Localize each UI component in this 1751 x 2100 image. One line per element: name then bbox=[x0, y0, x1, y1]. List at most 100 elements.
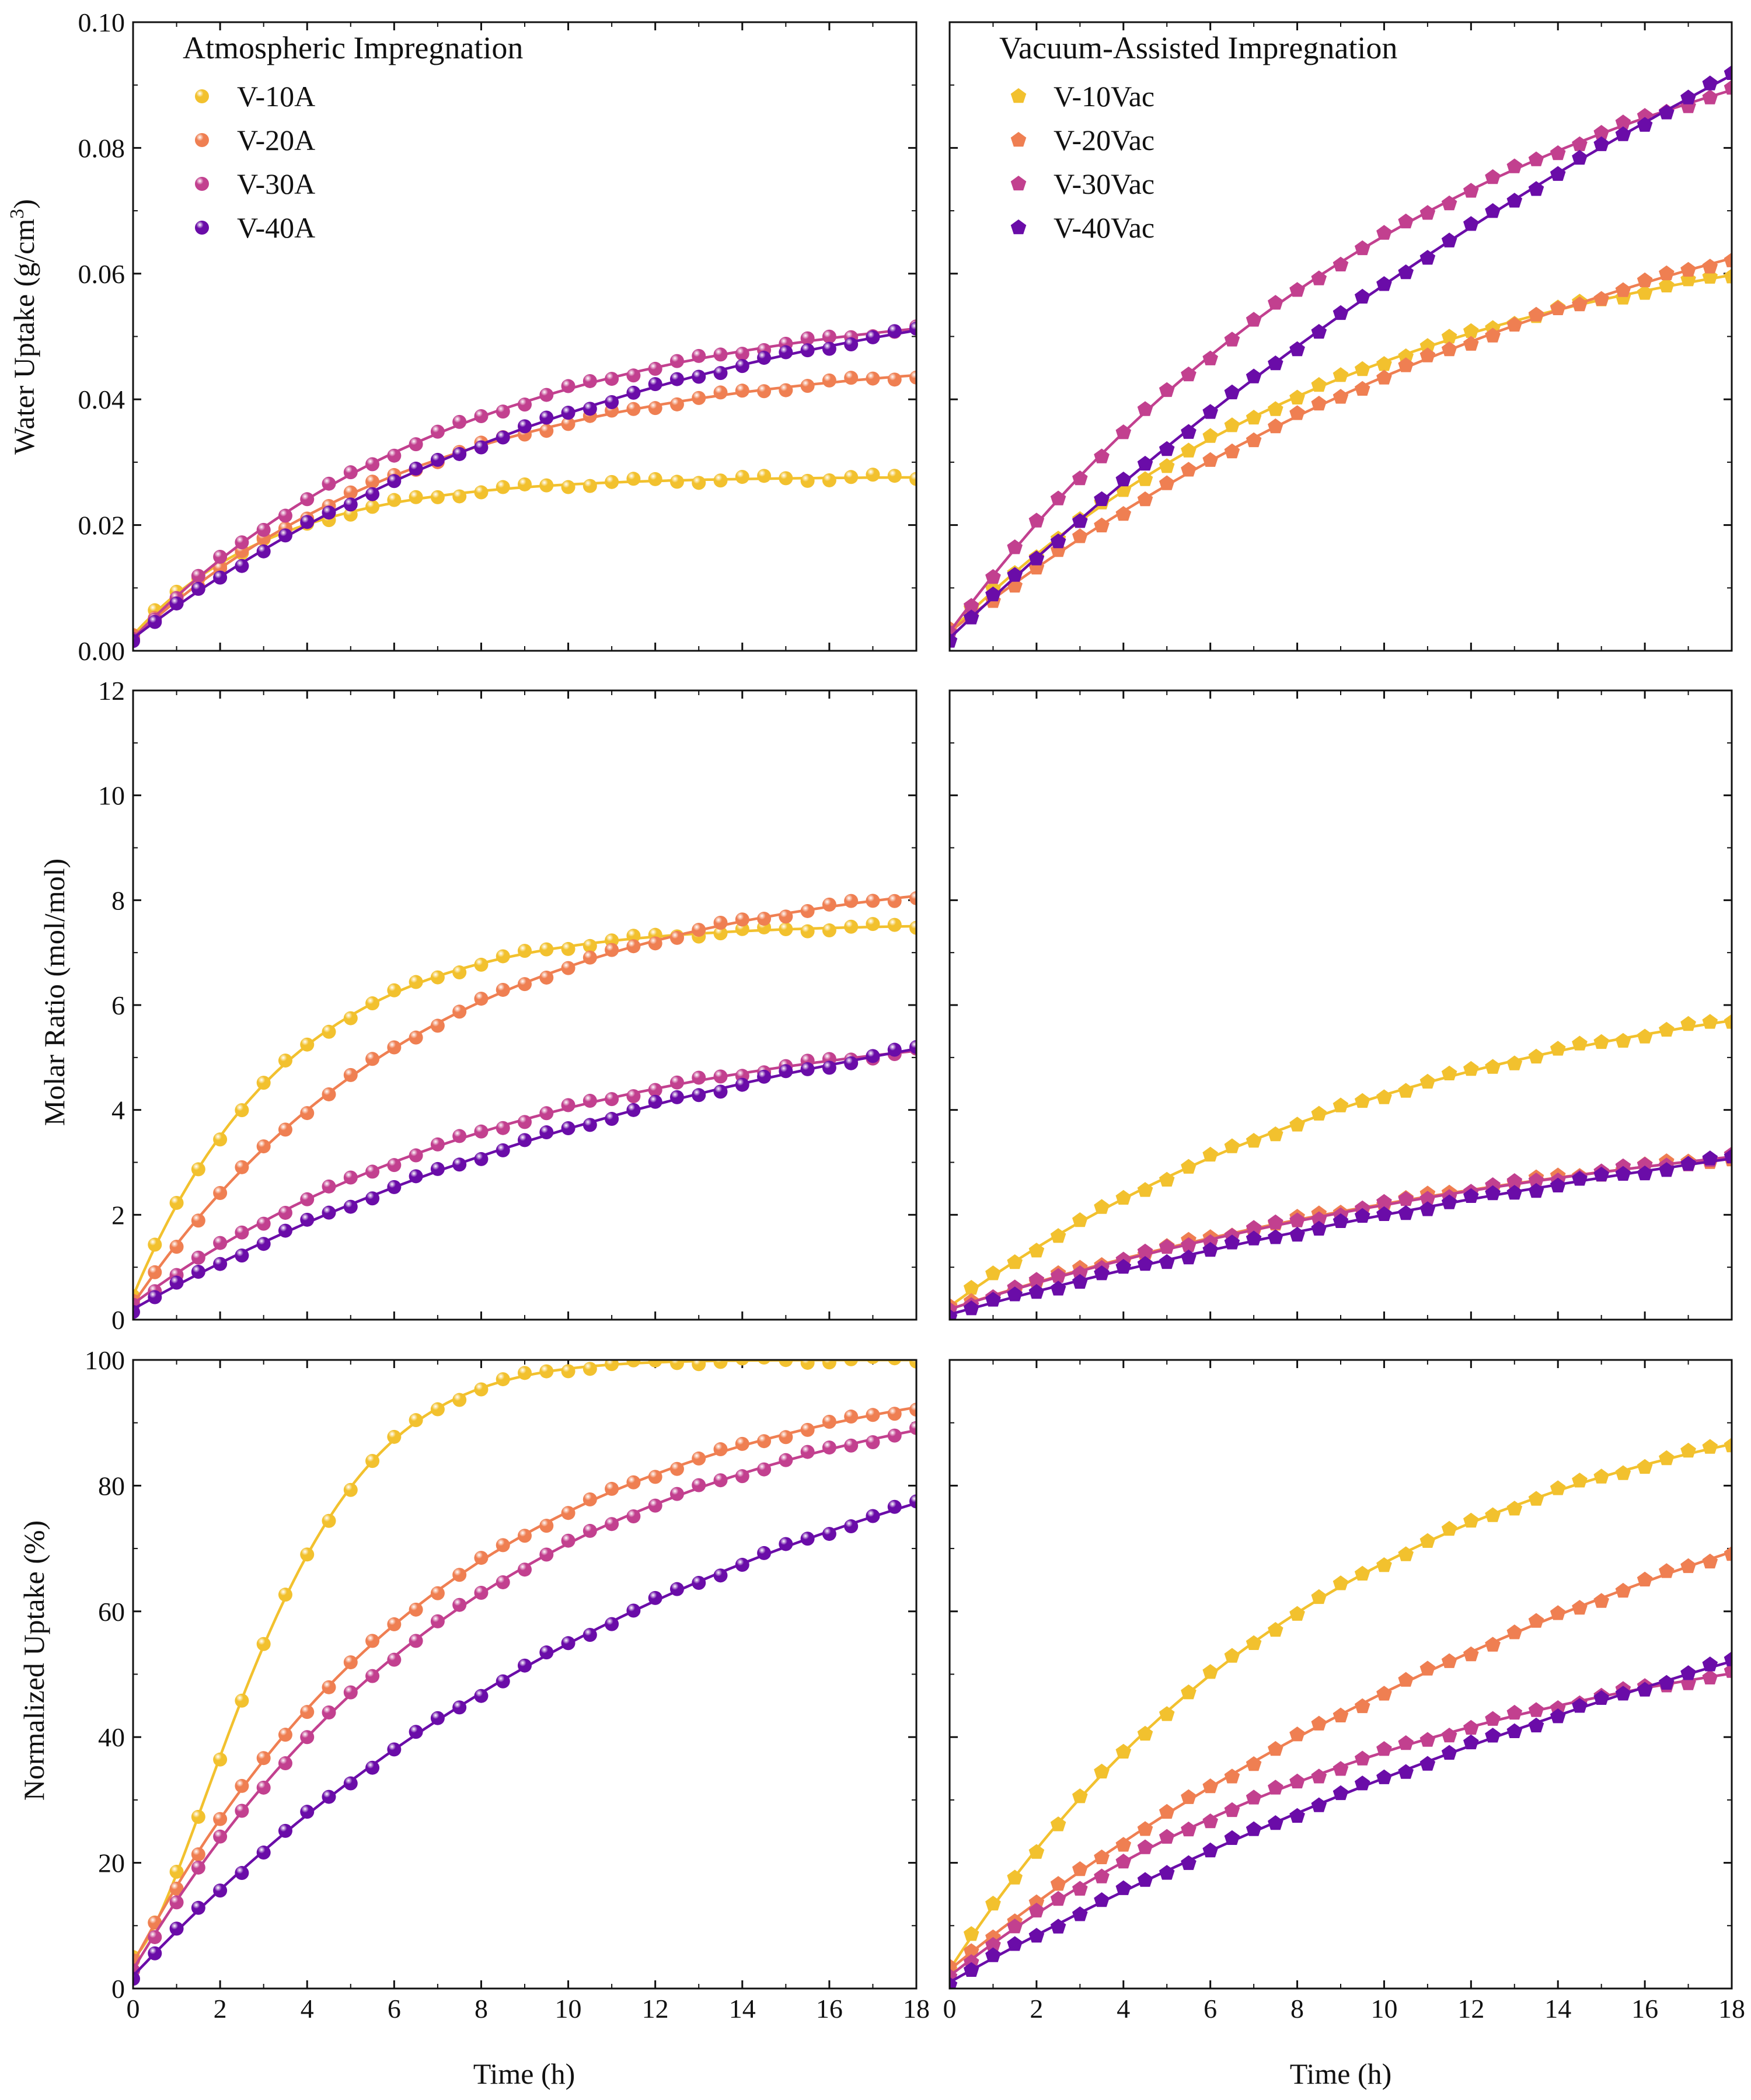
data-point bbox=[1094, 1199, 1110, 1214]
data-point bbox=[496, 1121, 510, 1135]
data-point bbox=[1159, 475, 1175, 490]
data-point bbox=[1181, 424, 1197, 439]
data-point bbox=[518, 419, 532, 434]
data-point bbox=[1246, 1220, 1262, 1235]
data-point bbox=[518, 1133, 532, 1147]
data-point bbox=[1268, 295, 1283, 310]
data-point bbox=[1246, 1635, 1262, 1650]
data-point bbox=[1268, 355, 1283, 371]
data-point bbox=[1463, 216, 1479, 231]
data-point bbox=[1572, 296, 1588, 312]
data-point bbox=[1506, 1055, 1523, 1070]
data-point bbox=[409, 461, 423, 476]
data-point bbox=[474, 409, 489, 423]
data-point bbox=[909, 1403, 916, 1417]
data-point bbox=[1615, 282, 1631, 297]
data-point bbox=[539, 388, 554, 402]
fit-line-V-30Vac bbox=[950, 1155, 1732, 1311]
data-point bbox=[365, 475, 380, 489]
data-point bbox=[713, 1442, 728, 1457]
data-point bbox=[1441, 232, 1457, 247]
data-point bbox=[1072, 528, 1088, 543]
data-point bbox=[343, 1011, 358, 1025]
series-V-40A bbox=[133, 1039, 916, 1319]
x-tick-label: 14 bbox=[1544, 1994, 1571, 2024]
data-point bbox=[1311, 1768, 1327, 1784]
data-point bbox=[343, 507, 358, 522]
data-point bbox=[735, 1558, 749, 1572]
data-point bbox=[133, 634, 140, 648]
panel-frame bbox=[948, 1359, 1733, 1990]
data-point bbox=[191, 1250, 205, 1265]
data-point bbox=[300, 1192, 315, 1206]
data-point bbox=[1680, 1558, 1696, 1574]
data-point bbox=[1159, 441, 1175, 456]
data-point bbox=[1028, 512, 1045, 528]
data-point bbox=[387, 1652, 402, 1667]
data-point bbox=[1702, 1553, 1718, 1569]
data-point bbox=[387, 448, 402, 463]
data-point bbox=[1724, 1438, 1732, 1453]
data-point bbox=[1615, 114, 1631, 130]
data-point bbox=[1246, 312, 1262, 327]
data-point bbox=[1398, 1191, 1414, 1206]
data-point bbox=[605, 1481, 619, 1496]
data-point bbox=[474, 1586, 489, 1600]
data-point bbox=[1137, 1821, 1153, 1836]
data-point bbox=[866, 917, 880, 932]
data-point bbox=[213, 1752, 228, 1767]
data-point bbox=[1506, 1704, 1523, 1720]
data-point bbox=[963, 598, 979, 613]
data-point bbox=[1615, 1686, 1631, 1701]
legend-label: V-40Vac bbox=[1054, 211, 1154, 244]
data-point bbox=[300, 492, 315, 507]
data-point bbox=[1202, 1778, 1218, 1794]
y-tick-label: 40 bbox=[98, 1722, 125, 1752]
data-point bbox=[648, 1083, 662, 1097]
data-point bbox=[213, 570, 228, 585]
data-point bbox=[496, 1538, 510, 1553]
panel-middle-left: 0 2 4 6 8 10 12 bbox=[98, 676, 918, 1335]
data-point bbox=[648, 1590, 662, 1605]
data-point bbox=[692, 1576, 706, 1590]
data-point bbox=[1550, 145, 1566, 161]
data-point bbox=[1463, 1188, 1479, 1203]
data-point bbox=[148, 1237, 162, 1252]
data-point bbox=[985, 586, 1001, 602]
data-point bbox=[539, 970, 554, 985]
data-point bbox=[1224, 332, 1240, 347]
data-point bbox=[605, 1517, 619, 1532]
x-tick-label: 18 bbox=[1718, 1994, 1745, 2024]
data-point bbox=[1463, 1646, 1479, 1662]
data-point bbox=[539, 1645, 554, 1660]
data-point bbox=[300, 1730, 315, 1745]
data-point bbox=[1572, 149, 1588, 165]
data-point bbox=[800, 924, 815, 939]
data-point bbox=[1137, 401, 1153, 416]
data-point bbox=[518, 944, 532, 958]
data-point bbox=[669, 354, 684, 368]
y-tick-label: 8 bbox=[111, 885, 125, 915]
data-point bbox=[1354, 1775, 1370, 1791]
data-point bbox=[1311, 1589, 1327, 1604]
data-point bbox=[1050, 1268, 1066, 1283]
data-point bbox=[800, 473, 815, 488]
data-point bbox=[626, 1089, 641, 1104]
data-point bbox=[1050, 1228, 1066, 1243]
data-point bbox=[256, 1780, 271, 1795]
data-point bbox=[822, 473, 836, 487]
data-point bbox=[343, 1655, 358, 1670]
x-tick-label: 10 bbox=[555, 1994, 582, 2024]
data-point bbox=[1159, 1706, 1175, 1721]
data-point bbox=[518, 477, 532, 491]
data-point bbox=[757, 1360, 771, 1365]
data-point bbox=[1637, 1157, 1653, 1172]
data-point bbox=[888, 1360, 902, 1366]
data-point bbox=[169, 1240, 184, 1254]
data-point bbox=[735, 912, 749, 927]
series-V-30A bbox=[133, 1421, 916, 1978]
data-point bbox=[213, 1812, 228, 1826]
data-point bbox=[365, 1164, 380, 1179]
data-point bbox=[779, 922, 793, 937]
series-V-10Vac bbox=[950, 268, 1732, 639]
